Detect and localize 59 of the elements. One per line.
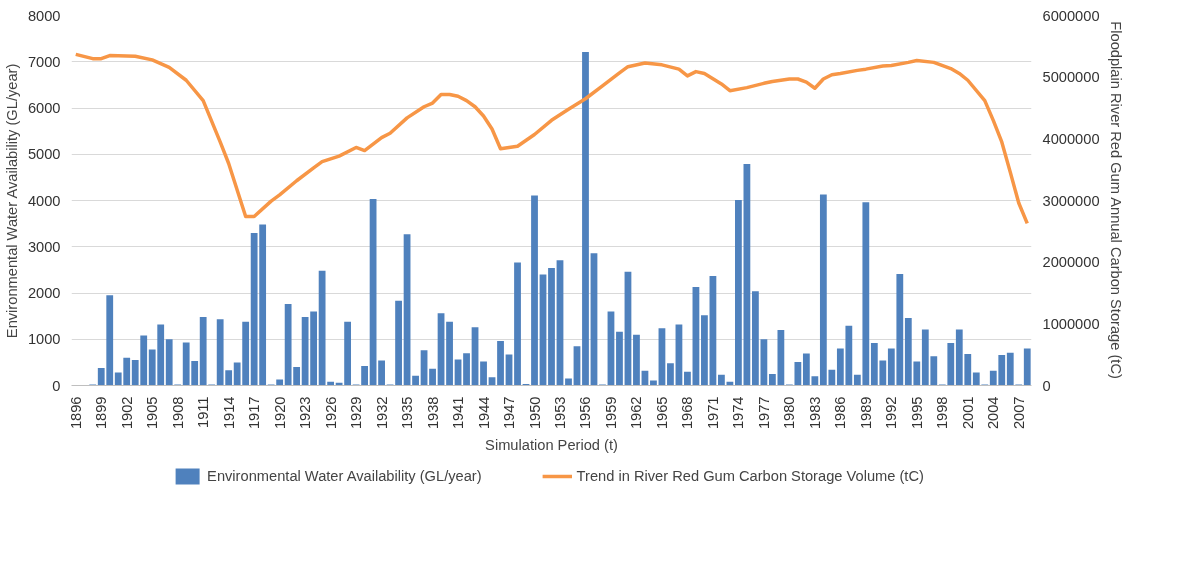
x-tick-label: 1932: [373, 396, 390, 430]
x-tick-label: 2007: [1010, 396, 1027, 430]
x-tick-label: 1899: [93, 396, 110, 430]
x-tick-label: 1995: [908, 396, 925, 430]
x-tick-label: 1989: [857, 396, 874, 430]
y-tick-label: 6000: [27, 100, 61, 116]
y2-tick-label: 0: [1042, 377, 1051, 394]
y-tick-label: 8000: [27, 7, 61, 24]
x-tick-label: 1962: [628, 396, 645, 430]
y2-tick-label: 4000000: [1042, 130, 1100, 147]
x-tick-label: 1971: [704, 396, 721, 430]
x-tick-label: 1956: [577, 396, 594, 430]
x-tick-label: 1977: [755, 396, 772, 430]
y-tick-label: 3000: [27, 238, 61, 255]
x-tick-label: 1941: [450, 396, 467, 430]
x-tick-label: 1974: [730, 396, 747, 430]
x-tick-label: 1917: [246, 396, 263, 430]
x-tick-label: 1980: [781, 396, 798, 430]
x-tick-label: 1968: [679, 396, 696, 430]
y2-tick-label: 3000000: [1042, 192, 1100, 209]
x-tick-label: 1950: [526, 396, 543, 430]
x-tick-label: 1905: [144, 396, 161, 430]
y2-tick-label: 5000000: [1042, 69, 1100, 86]
x-tick-label: 1908: [169, 396, 186, 430]
x-tick-label: 1920: [271, 396, 288, 430]
y-tick-label: 2000: [27, 285, 61, 301]
x-tick-label: 1944: [475, 396, 492, 430]
x-tick-label: 1983: [806, 396, 823, 430]
y-axis-title: Environmental Water Availability (GL/year): [3, 63, 20, 339]
x-tick-label: 1959: [602, 396, 619, 430]
x-tick-label: 2001: [959, 396, 976, 430]
x-tick-label: 1914: [220, 396, 237, 430]
x-tick-label: 1992: [883, 396, 900, 430]
y-tick-label: 5000: [27, 146, 61, 163]
legend-label: Trend in River Red Gum Carbon Storage Volume (tC): [576, 468, 924, 484]
y-tick-label: 1000: [27, 331, 61, 348]
y2-tick-label: 6000000: [1042, 7, 1100, 24]
x-tick-label: 1902: [118, 396, 135, 430]
x-tick-label: 1911: [195, 396, 212, 429]
x-axis-title: Simulation Period (t): [485, 437, 618, 454]
x-tick-label: 1953: [552, 396, 568, 430]
y2-tick-label: 1000000: [1042, 315, 1100, 332]
x-tick-label: 2004: [985, 396, 1002, 430]
x-tick-label: 1929: [348, 396, 365, 430]
y-tick-label: 7000: [27, 53, 61, 70]
x-tick-label: 1938: [424, 396, 441, 430]
x-tick-label: 1896: [67, 396, 84, 430]
x-tick-label: 1935: [399, 396, 416, 430]
x-tick-label: 1998: [934, 396, 951, 430]
x-tick-label: 1926: [322, 396, 339, 430]
x-tick-label: 1947: [501, 396, 518, 430]
y2-tick-label: 2000000: [1042, 254, 1100, 271]
legend-label: Environmental Water Availability (GL/year): [207, 468, 482, 484]
x-tick-label: 1986: [832, 396, 849, 430]
x-tick-label: 1965: [653, 396, 670, 430]
y2-axis-title: Floodplain River Red Gum Annual Carbon Storage (tC): [1107, 21, 1124, 379]
x-tick-label: 1923: [297, 396, 314, 430]
y-tick-label: 0: [52, 377, 61, 394]
y-tick-label: 4000: [27, 192, 61, 209]
